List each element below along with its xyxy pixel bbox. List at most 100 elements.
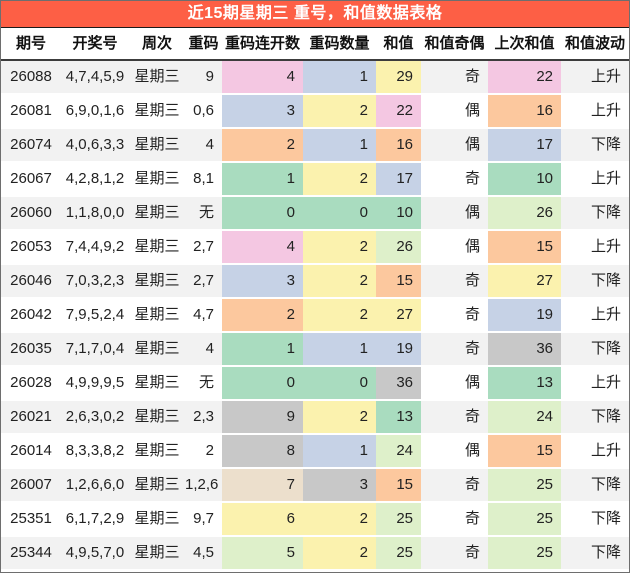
column-header: 和值 bbox=[383, 35, 414, 52]
table-cell: 26060 bbox=[1, 197, 61, 229]
page-title: 近15期星期三 重号，和值数据表格 bbox=[1, 1, 629, 28]
table-cell: 9,7 bbox=[193, 510, 214, 527]
table-cell: 1 bbox=[303, 129, 376, 161]
table-cell: 2,7 bbox=[193, 238, 214, 255]
table-cell: 10 bbox=[488, 163, 561, 195]
table-cell: 星期三 bbox=[129, 401, 185, 433]
table-cell: 1,1,8,0,0 bbox=[61, 197, 129, 229]
table-cell: 无 bbox=[198, 374, 214, 391]
table-cell: 26088 bbox=[1, 61, 61, 93]
table-cell: 无 bbox=[185, 197, 222, 229]
table-cell: 下降 bbox=[561, 401, 629, 433]
table-cell: 8 bbox=[222, 435, 303, 467]
table-row: 26067 4,2,8,1,2 星期三 8,1 1 2 17 奇 10 上升 bbox=[1, 163, 629, 197]
table-cell: 星期三 bbox=[134, 374, 180, 391]
table-cell: 1 bbox=[303, 333, 376, 365]
table-body: 26088 4,7,4,5,9 星期三 9 4 1 29 奇 22 上升 26081 6,9,0,1,… bbox=[1, 61, 629, 571]
table-cell: 10 bbox=[376, 197, 421, 229]
table-cell: 4,9,5,7,0 bbox=[61, 537, 129, 569]
table-cell: 2 bbox=[303, 95, 376, 127]
table-cell: 下降 bbox=[590, 510, 621, 527]
table-cell: 26007 bbox=[1, 469, 61, 501]
column-header: 重码数量 bbox=[309, 35, 370, 52]
table-row: 26021 2,6,3,0,2 星期三 2,3 9 2 13 奇 24 下降 bbox=[1, 401, 629, 435]
table-cell: 上升 bbox=[590, 102, 621, 119]
table-cell: 上升 bbox=[590, 442, 621, 459]
table-cell: 7,4,4,9,2 bbox=[65, 238, 125, 255]
table-cell: 偶 bbox=[421, 197, 488, 229]
column-header: 和值波动 bbox=[564, 35, 625, 52]
table-cell: 19 bbox=[376, 333, 421, 365]
table-cell: 25 bbox=[488, 537, 561, 569]
table-cell: 25 bbox=[376, 503, 421, 535]
table-cell: 星期三 bbox=[129, 265, 185, 297]
table-cell: 2 bbox=[303, 401, 376, 433]
table-cell: 奇 bbox=[421, 401, 488, 433]
table-cell: 星期三 bbox=[129, 197, 185, 229]
table-cell: 下降 bbox=[561, 333, 629, 365]
table-cell: 9 bbox=[222, 401, 303, 433]
table-cell: 29 bbox=[376, 61, 421, 93]
table-cell: 8,1 bbox=[193, 170, 214, 187]
table-cell: 上升 bbox=[590, 170, 621, 187]
table-cell: 上升 bbox=[590, 306, 621, 323]
table-row: 25344 4,9,5,7,0 星期三 4,5 5 2 25 奇 25 下降 bbox=[1, 537, 629, 571]
table-row: 26074 4,0,6,3,3 星期三 4 2 1 16 偶 17 下降 bbox=[1, 129, 629, 163]
table-cell: 星期三 bbox=[134, 238, 180, 255]
table-cell: 上升 bbox=[590, 374, 621, 391]
table-cell: 13 bbox=[488, 367, 561, 399]
table-cell: 下降 bbox=[561, 469, 629, 501]
table-cell: 4,7,4,5,9 bbox=[61, 61, 129, 93]
table-cell: 星期三 bbox=[134, 306, 180, 323]
table-cell: 25344 bbox=[1, 537, 61, 569]
table-row: 26007 1,2,6,6,0 星期三 1,2,6 7 3 15 奇 25 下降 bbox=[1, 469, 629, 503]
table-cell: 偶 bbox=[464, 238, 480, 255]
table-cell: 星期三 bbox=[129, 61, 185, 93]
table-cell: 奇 bbox=[421, 469, 488, 501]
table-row: 26053 7,4,4,9,2 星期三 2,7 4 2 26 偶 15 上升 bbox=[1, 231, 629, 265]
table-cell: 26 bbox=[376, 231, 421, 263]
table-cell: 2 bbox=[222, 129, 303, 161]
table-cell: 上升 bbox=[590, 238, 621, 255]
table-cell: 奇 bbox=[464, 510, 480, 527]
column-header: 开奖号 bbox=[72, 35, 118, 52]
table-cell: 9 bbox=[185, 61, 222, 93]
table-cell: 星期三 bbox=[129, 129, 185, 161]
table-cell: 15 bbox=[376, 265, 421, 297]
column-header: 上次和值 bbox=[494, 35, 555, 52]
column-header: 周次 bbox=[141, 35, 172, 52]
table-cell: 25 bbox=[376, 537, 421, 569]
table-cell: 0 bbox=[222, 367, 303, 399]
column-header: 重码 bbox=[188, 35, 219, 52]
table-cell: 25 bbox=[488, 469, 561, 501]
table-cell: 19 bbox=[488, 299, 561, 331]
table-cell: 4 bbox=[185, 129, 222, 161]
table-cell: 4 bbox=[222, 61, 303, 93]
table-cell: 26042 bbox=[10, 306, 52, 323]
table-cell: 偶 bbox=[464, 102, 480, 119]
table-cell: 4,2,8,1,2 bbox=[65, 170, 125, 187]
column-header: 期号 bbox=[15, 35, 46, 52]
table-cell: 5 bbox=[222, 537, 303, 569]
table-cell: 1 bbox=[222, 333, 303, 365]
table-row: 26042 7,9,5,2,4 星期三 4,7 2 2 27 奇 19 上升 bbox=[1, 299, 629, 333]
table-cell: 4,0,6,3,3 bbox=[61, 129, 129, 161]
table-cell: 3 bbox=[303, 469, 376, 501]
table-cell: 15 bbox=[488, 231, 561, 263]
table-cell: 奇 bbox=[421, 537, 488, 569]
table-cell: 1,2,6,6,0 bbox=[61, 469, 129, 501]
table-cell: 星期三 bbox=[129, 333, 185, 365]
table-row: 26088 4,7,4,5,9 星期三 9 4 1 29 奇 22 上升 bbox=[1, 61, 629, 95]
table-cell: 2 bbox=[303, 503, 376, 535]
table-cell: 2 bbox=[303, 299, 376, 331]
table-cell: 2,3 bbox=[185, 401, 222, 433]
table-cell: 16 bbox=[376, 129, 421, 161]
table-cell: 1 bbox=[222, 163, 303, 195]
table-cell: 下降 bbox=[561, 197, 629, 229]
table-cell: 27 bbox=[488, 265, 561, 297]
table-row: 25351 6,1,7,2,9 星期三 9,7 6 2 25 奇 25 下降 bbox=[1, 503, 629, 537]
table-cell: 26014 bbox=[10, 442, 52, 459]
table-cell: 25351 bbox=[10, 510, 52, 527]
table-cell: 星期三 bbox=[129, 537, 185, 569]
